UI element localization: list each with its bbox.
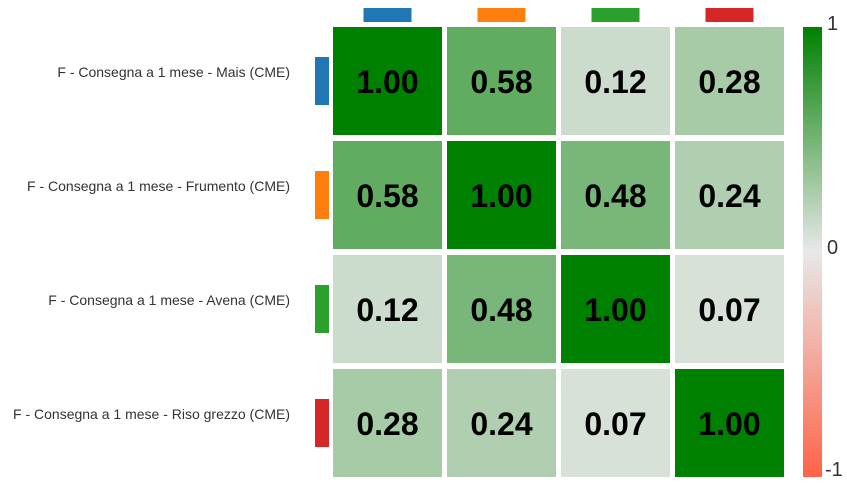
heatmap-cell-r0-c0 — [333, 27, 442, 135]
colorbar-min-label: -1 — [825, 459, 843, 481]
heatmap-cell-value-r2-c0: 0.12 — [356, 292, 418, 328]
heatmap-cell-r3-c3 — [675, 369, 784, 477]
heatmap-cell-r1-c0 — [333, 141, 442, 249]
heatmap-cell-r0-c1 — [447, 27, 556, 135]
row-marker-1 — [315, 171, 329, 219]
heatmap-cell-value-r2-c1: 0.48 — [470, 292, 532, 328]
heatmap-cell-value-r3-c0: 0.28 — [356, 406, 418, 442]
col-marker-0 — [363, 8, 412, 22]
heatmap-cell-r3-c0 — [333, 369, 442, 477]
heatmap-cell-r1-c1 — [447, 141, 556, 249]
heatmap-cell-value-r0-c2: 0.12 — [584, 64, 646, 100]
heatmap-cell-r3-c1 — [447, 369, 556, 477]
heatmap-cell-r2-c3 — [675, 255, 784, 363]
heatmap-cell-value-r3-c2: 0.07 — [584, 406, 646, 442]
colorbar-mid-label: 0 — [827, 237, 839, 259]
row-marker-2 — [315, 285, 329, 333]
heatmap-cell-r0-c2 — [561, 27, 670, 135]
row-label-0: F - Consegna a 1 mese - Mais (CME) — [57, 64, 290, 80]
row-label-2: F - Consegna a 1 mese - Avena (CME) — [48, 292, 290, 308]
heatmap-cell-value-r2-c2: 1.00 — [584, 292, 646, 328]
heatmap-cell-r0-c3 — [675, 27, 784, 135]
heatmap-cell-r1-c2 — [561, 141, 670, 249]
heatmap-cell-r3-c2 — [561, 369, 670, 477]
row-label-1: F - Consegna a 1 mese - Frumento (CME) — [27, 178, 290, 194]
colorbar — [803, 27, 822, 477]
heatmap-cell-value-r1-c1: 1.00 — [470, 178, 532, 214]
heatmap-cell-r1-c3 — [675, 141, 784, 249]
row-label-3: F - Consegna a 1 mese - Riso grezzo (CME… — [13, 406, 290, 422]
heatmap-cell-value-r0-c1: 0.58 — [470, 64, 532, 100]
heatmap-cell-value-r0-c0: 1.00 — [356, 64, 418, 100]
row-marker-0 — [315, 57, 329, 105]
colorbar-max-label: 1 — [827, 13, 839, 35]
row-marker-3 — [315, 399, 329, 447]
heatmap-cell-value-r1-c3: 0.24 — [698, 178, 760, 214]
heatmap-cell-value-r2-c3: 0.07 — [698, 292, 760, 328]
heatmap-cell-r2-c2 — [561, 255, 670, 363]
heatmap-cell-value-r1-c0: 0.58 — [356, 178, 418, 214]
col-marker-3 — [705, 8, 754, 22]
heatmap-cell-value-r3-c1: 0.24 — [470, 406, 532, 442]
heatmap-cell-value-r3-c3: 1.00 — [698, 406, 760, 442]
col-marker-2 — [591, 8, 640, 22]
heatmap-cell-value-r0-c3: 0.28 — [698, 64, 760, 100]
heatmap-cell-value-r1-c2: 0.48 — [584, 178, 646, 214]
heatmap-cell-r2-c1 — [447, 255, 556, 363]
col-marker-1 — [477, 8, 526, 22]
heatmap-cell-r2-c0 — [333, 255, 442, 363]
